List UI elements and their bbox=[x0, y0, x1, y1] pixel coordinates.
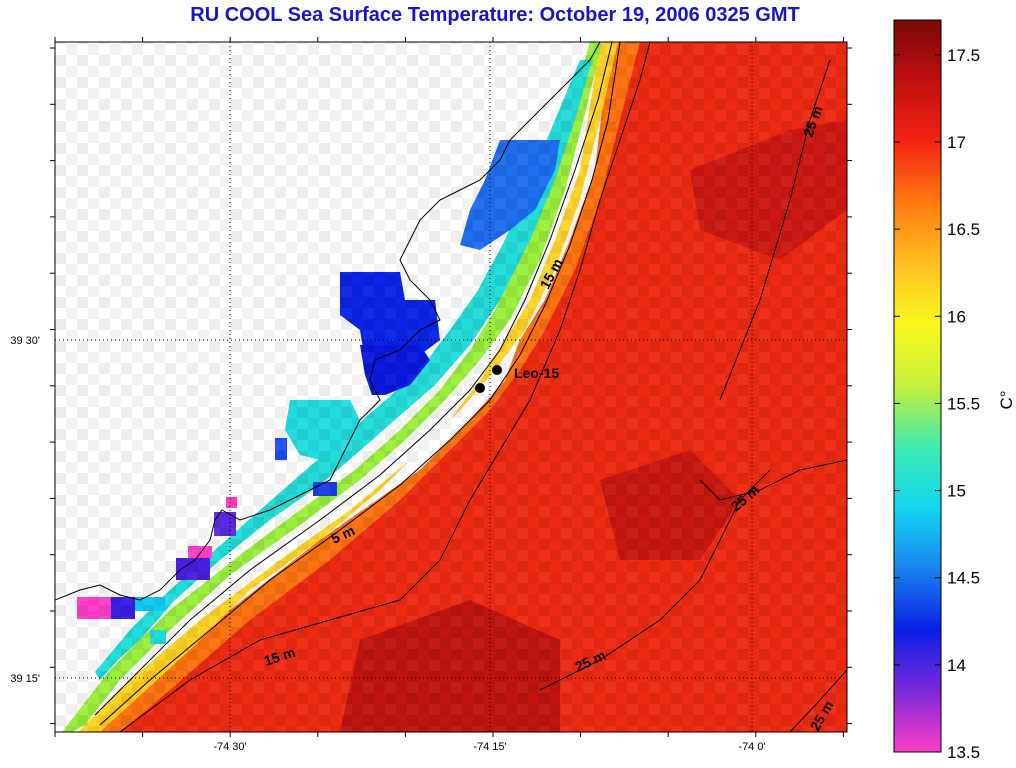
colorbar-tick-label: 13.5 bbox=[947, 743, 980, 762]
lon-tick-label-2: -74 15' bbox=[473, 741, 506, 753]
station-label: Leo-15 bbox=[514, 365, 559, 381]
contour-25m-south bbox=[789, 669, 847, 732]
colorbar-tick-label: 14 bbox=[947, 656, 966, 675]
station-marker-2 bbox=[475, 383, 485, 393]
colorbar-unit: C° bbox=[997, 390, 1016, 409]
contour-25m-east bbox=[699, 459, 847, 501]
contour-25m-north bbox=[719, 59, 831, 401]
colorbar-tick-label: 14.5 bbox=[947, 569, 980, 588]
contour-25m-mid bbox=[539, 469, 771, 691]
frame-ticks bbox=[50, 37, 852, 737]
contour-15m bbox=[119, 42, 651, 732]
contour-5m bbox=[99, 42, 621, 726]
map-title: RU COOL Sea Surface Temperature: October… bbox=[190, 4, 800, 26]
lon-tick-label-3: -74 0' bbox=[738, 741, 765, 753]
lon-tick-label-1: -74 30' bbox=[213, 741, 246, 753]
colorbar-tick-label: 16 bbox=[947, 307, 966, 326]
colorbar-tick-label: 16.5 bbox=[947, 220, 980, 239]
lat-tick-label-2: 39 15' bbox=[10, 673, 40, 685]
colorbar-gradient bbox=[893, 19, 942, 753]
colorbar-tick-label: 17 bbox=[947, 133, 966, 152]
colorbar-ticks: 13.5 14 14.5 15 15.5 16 16.5 17 17.5 bbox=[894, 46, 980, 762]
map-frame bbox=[54, 41, 848, 733]
colorbar-tick-label: 15.5 bbox=[947, 394, 980, 413]
colorbar-tick-label: 15 bbox=[947, 482, 966, 501]
station-marker-1 bbox=[492, 365, 502, 375]
colorbar-tick-label: 17.5 bbox=[947, 46, 980, 65]
barrier-island bbox=[94, 42, 613, 716]
lat-tick-label-1: 39 30' bbox=[10, 335, 40, 347]
